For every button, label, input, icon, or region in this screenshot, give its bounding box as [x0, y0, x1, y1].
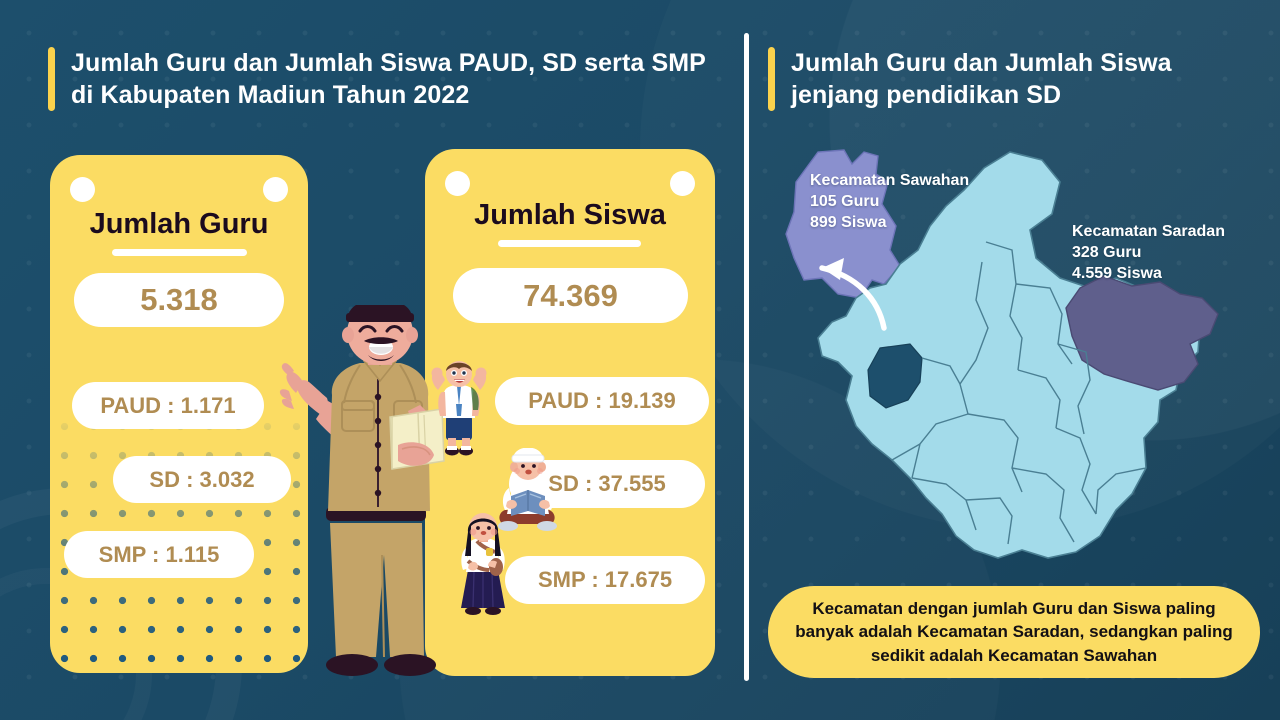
map-label-sawahan-name: Kecamatan Sawahan [810, 172, 970, 189]
card-hole-right-icon [670, 171, 695, 196]
card-hole-right-icon [263, 177, 288, 202]
map-district-boundaries [891, 241, 1147, 545]
card-hole-left-icon [70, 177, 95, 202]
stat-card-guru: Jumlah Guru 5.318 PAUD : 1.171 SD : 3.03… [50, 155, 308, 673]
map-region-sawahan-inset [785, 149, 901, 299]
map-label-sawahan: Kecamatan Sawahan 105 Guru 899 Siswa [810, 170, 969, 233]
map-label-saradan: Kecamatan Saradan 328 Guru 4.559 Siswa [1072, 221, 1225, 284]
right-panel-title: Jumlah Guru dan Jumlah Siswa jenjang pen… [768, 47, 1238, 111]
student-reading-illustration [498, 448, 557, 531]
stat-card-siswa-underline [498, 240, 641, 247]
student-girl-illustration [461, 513, 505, 615]
map-pointer-arrow [819, 258, 887, 331]
map-label-saradan-students: 4.559 Siswa [1072, 265, 1162, 283]
stat-card-guru-underline [112, 249, 247, 256]
map-label-sawahan-teachers: 105 Guru [810, 193, 880, 211]
stat-card-siswa-row-paud: PAUD : 19.139 [495, 377, 709, 425]
kabupaten-madiun-map [785, 149, 1219, 559]
stat-card-guru-row-sd: SD : 3.032 [113, 456, 291, 503]
right-panel-title-text: Jumlah Guru dan Jumlah Siswa jenjang pen… [791, 49, 1172, 109]
student-cheering-illustration [431, 361, 487, 456]
title-accent-bar [48, 47, 55, 111]
map-label-sawahan-students: 899 Siswa [810, 214, 887, 232]
summary-callout-text: Kecamatan dengan jumlah Guru dan Siswa p… [795, 598, 1233, 665]
stat-card-guru-row-smp: SMP : 1.115 [64, 531, 254, 578]
teacher-illustration [279, 305, 445, 676]
map-label-saradan-teachers: 328 Guru [1072, 244, 1142, 262]
left-panel-title: Jumlah Guru dan Jumlah Siswa PAUD, SD se… [48, 47, 708, 111]
stat-card-guru-row-paud: PAUD : 1.171 [72, 382, 264, 429]
stat-card-siswa-total: 74.369 [453, 268, 688, 323]
stat-card-siswa-row-smp: SMP : 17.675 [505, 556, 705, 604]
stat-card-siswa-title: Jumlah Siswa [474, 199, 666, 231]
stat-card-guru-total: 5.318 [74, 273, 284, 327]
summary-callout: Kecamatan dengan jumlah Guru dan Siswa p… [768, 586, 1260, 678]
map-label-saradan-name: Kecamatan Saradan [1072, 223, 1225, 240]
card-hole-left-icon [445, 171, 470, 196]
left-panel-title-text: Jumlah Guru dan Jumlah Siswa PAUD, SD se… [71, 49, 706, 109]
title-accent-bar [768, 47, 775, 111]
map-region-saradan [1065, 275, 1219, 391]
map-region-dark [867, 343, 923, 409]
panel-divider [744, 33, 749, 681]
stat-card-guru-title: Jumlah Guru [89, 208, 269, 240]
